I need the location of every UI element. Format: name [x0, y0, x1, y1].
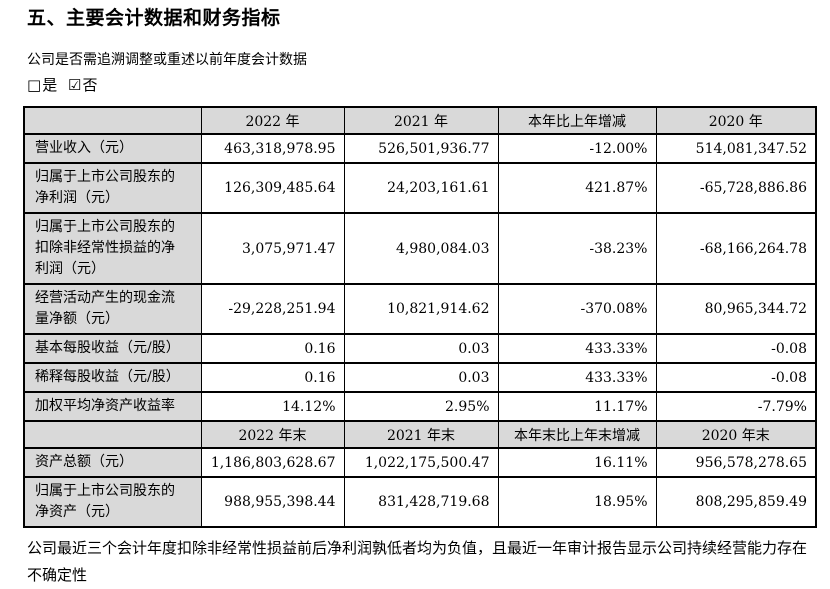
value-cell: 4,980,084.03: [343, 212, 499, 285]
table-row-net-profit: 归属于上市公司股东的净利润（元） 126,309,485.64 24,203,1…: [23, 162, 817, 214]
row-label-cell: 基本每股收益（元/股）: [23, 333, 202, 364]
value-cell: -370.08%: [497, 283, 657, 335]
table-row-diluted-eps: 稀释每股收益（元/股） 0.16 0.03 433.33% -0.08: [23, 362, 817, 393]
value-cell: 80,965,344.72: [655, 283, 817, 335]
value-cell: 2.95%: [343, 391, 499, 422]
financial-indicators-table: 2022 年 2021 年 本年比上年增减 2020 年 营业收入（元） 463…: [23, 106, 817, 528]
row-label-cell: 归属于上市公司股东的净资产（元）: [23, 476, 202, 528]
value-cell: 514,081,347.52: [655, 133, 817, 164]
value-cell: 1,186,803,628.67: [200, 447, 345, 478]
column-header-2021-eoy: 2021 年末: [343, 420, 499, 449]
option-yes: □是: [27, 76, 57, 94]
column-header-2020: 2020 年: [655, 106, 817, 135]
corner-cell: [23, 106, 202, 135]
value-cell: 0.03: [343, 362, 499, 393]
option-no: ☑否: [68, 76, 97, 94]
table-row-net-assets: 归属于上市公司股东的净资产（元） 988,955,398.44 831,428,…: [23, 476, 817, 528]
row-label-cell: 稀释每股收益（元/股）: [23, 362, 202, 393]
table-row-basic-eps: 基本每股收益（元/股） 0.16 0.03 433.33% -0.08: [23, 333, 817, 364]
value-cell: -68,166,264.78: [655, 212, 817, 285]
value-cell: 11.17%: [497, 391, 657, 422]
value-cell: -38.23%: [497, 212, 657, 285]
value-cell: 0.16: [200, 362, 345, 393]
checkbox-unchecked-icon: □: [27, 76, 42, 94]
column-header-2021: 2021 年: [343, 106, 499, 135]
row-label-cell: 经营活动产生的现金流量净额（元）: [23, 283, 202, 335]
table-row-operating-cash-flow: 经营活动产生的现金流量净额（元） -29,228,251.94 10,821,9…: [23, 283, 817, 335]
value-cell: 988,955,398.44: [200, 476, 345, 528]
checkbox-checked-icon: ☑: [67, 76, 82, 94]
value-cell: 18.95%: [497, 476, 657, 528]
value-cell: -12.00%: [497, 133, 657, 164]
value-cell: 956,578,278.65: [655, 447, 817, 478]
value-cell: 463,318,978.95: [200, 133, 345, 164]
row-label-cell: 加权平均净资产收益率: [23, 391, 202, 422]
value-cell: 433.33%: [497, 362, 657, 393]
restatement-answer: □是 ☑否: [27, 77, 815, 94]
value-cell: 0.16: [200, 333, 345, 364]
column-header-2022-eoy: 2022 年末: [200, 420, 345, 449]
value-cell: -65,728,886.86: [655, 162, 817, 214]
row-label-cell: 归属于上市公司股东的净利润（元）: [23, 162, 202, 214]
option-yes-label: 是: [42, 76, 58, 94]
column-header-2022: 2022 年: [200, 106, 345, 135]
column-header-2020-eoy: 2020 年末: [655, 420, 817, 449]
value-cell: 808,295,859.49: [655, 476, 817, 528]
value-cell: -7.79%: [655, 391, 817, 422]
value-cell: 421.87%: [497, 162, 657, 214]
row-label-cell: 归属于上市公司股东的扣除非经常性损益的净利润（元）: [23, 212, 202, 285]
eoy-header-row: 2022 年末 2021 年末 本年末比上年末增减 2020 年末: [23, 420, 817, 449]
value-cell: 10,821,914.62: [343, 283, 499, 335]
corner-cell: [23, 420, 202, 449]
table-row-net-profit-excl-nonrecurring: 归属于上市公司股东的扣除非经常性损益的净利润（元） 3,075,971.47 4…: [23, 212, 817, 285]
value-cell: 1,022,175,500.47: [343, 447, 499, 478]
value-cell: 0.03: [343, 333, 499, 364]
restatement-question: 公司是否需追溯调整或重述以前年度会计数据: [27, 52, 307, 68]
value-cell: 526,501,936.77: [343, 133, 499, 164]
column-header-eoy-change: 本年末比上年末增减: [497, 420, 657, 449]
column-header-yoy-change: 本年比上年增减: [497, 106, 657, 135]
annual-header-row: 2022 年 2021 年 本年比上年增减 2020 年: [23, 106, 817, 135]
value-cell: 24,203,161.61: [343, 162, 499, 214]
value-cell: 433.33%: [497, 333, 657, 364]
section-title: 五、主要会计数据和财务指标: [27, 7, 281, 29]
value-cell: 3,075,971.47: [200, 212, 345, 285]
table-row-total-assets: 资产总额（元） 1,186,803,628.67 1,022,175,500.4…: [23, 447, 817, 478]
value-cell: 14.12%: [200, 391, 345, 422]
value-cell: -0.08: [655, 333, 817, 364]
value-cell: -29,228,251.94: [200, 283, 345, 335]
row-label-cell: 资产总额（元）: [23, 447, 202, 478]
value-cell: -0.08: [655, 362, 817, 393]
value-cell: 16.11%: [497, 447, 657, 478]
table-row-weighted-roe: 加权平均净资产收益率 14.12% 2.95% 11.17% -7.79%: [23, 391, 817, 422]
value-cell: 126,309,485.64: [200, 162, 345, 214]
option-no-label: 否: [82, 76, 98, 94]
row-label-cell: 营业收入（元）: [23, 133, 202, 164]
value-cell: 831,428,719.68: [343, 476, 499, 528]
table-row-revenue: 营业收入（元） 463,318,978.95 526,501,936.77 -1…: [23, 133, 817, 164]
footnote: 公司最近三个会计年度扣除非经常性损益前后净利润孰低者均为负值，且最近一年审计报告…: [27, 539, 808, 584]
